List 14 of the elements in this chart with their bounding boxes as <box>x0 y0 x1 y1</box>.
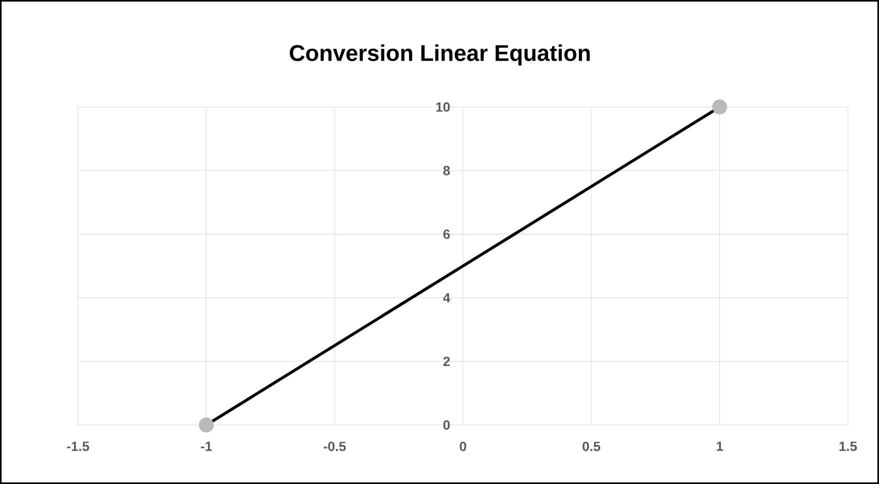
y-tick-label: 6 <box>443 229 450 239</box>
y-tick-label: 0 <box>443 420 450 430</box>
y-tick-label: 10 <box>436 102 450 112</box>
x-tick-label: 0 <box>460 442 466 452</box>
x-tick-label: -1.5 <box>67 442 90 451</box>
chart-title: Conversion Linear Equation <box>290 44 590 66</box>
x-tick-label: -0.5 <box>324 442 346 452</box>
y-tick-label: 2 <box>443 356 450 366</box>
x-tick-label: -1 <box>200 442 212 451</box>
x-tick-label: 0.5 <box>582 442 600 452</box>
x-tick-label: 1 <box>716 442 724 451</box>
y-tick-label: 4 <box>443 293 450 302</box>
y-tick-label: 8 <box>443 166 450 176</box>
x-tick-label: 1.5 <box>840 442 857 451</box>
